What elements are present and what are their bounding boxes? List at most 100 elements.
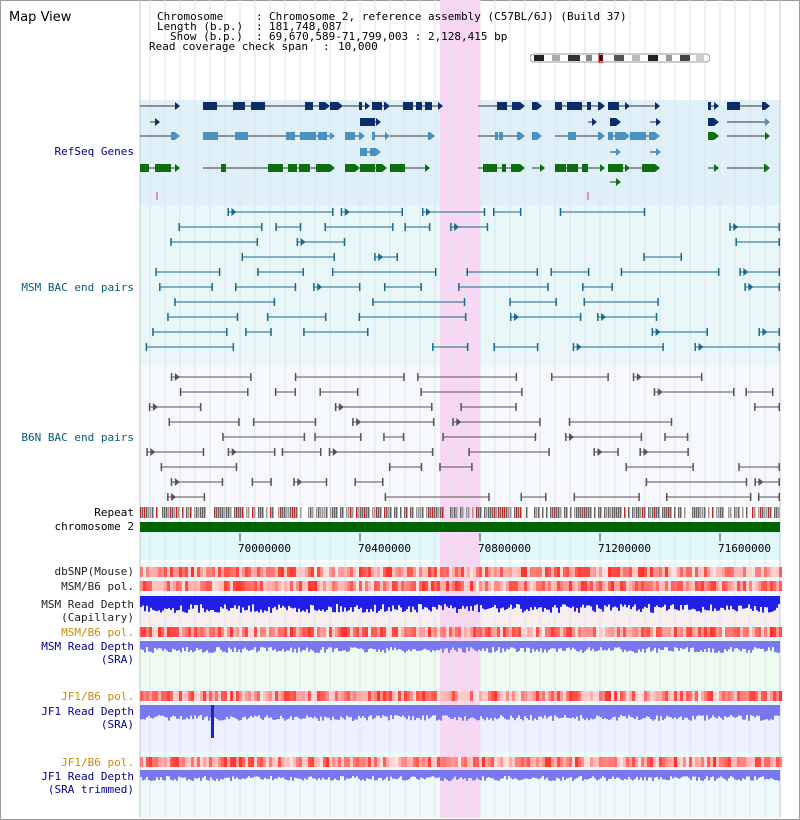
repeat-mark — [390, 507, 392, 518]
jf1-b6-pol-heat-cell — [593, 757, 596, 767]
jf1-sra-depth-bar — [148, 705, 150, 716]
msm-b6-pol-heat-cell — [149, 581, 152, 591]
msm-sra-depth-bar — [566, 641, 568, 649]
jf1-b6-pol-heat-cell — [269, 691, 272, 701]
strand-arrow — [430, 132, 435, 140]
msm-b6-pol-heat-cell — [611, 627, 614, 637]
strand-arrow — [537, 102, 542, 110]
jf1-b6-pol-heat-cell — [680, 757, 683, 767]
track-label-dbsnp[interactable]: dbSNP(Mouse) — [54, 565, 134, 578]
jf1-sra-depth-bar — [416, 705, 418, 718]
track-label-jf1-read-depth-trimmed[interactable]: JF1 Read Depth — [41, 770, 134, 783]
track-label-msm-b6-pol-2[interactable]: MSM/B6 pol. — [61, 626, 134, 639]
jf1-sra-depth-bar — [600, 705, 602, 718]
jf1-trimmed-depth-bar — [766, 770, 768, 779]
b6n-bac-pair-end — [452, 418, 454, 426]
msm-sra-depth-bar — [742, 641, 744, 649]
msm-bac-pair-end — [392, 223, 394, 231]
msm-b6-pol-heat-cell — [437, 581, 440, 591]
repeat-mark — [364, 507, 366, 518]
jf1-trimmed-depth-bar — [444, 770, 446, 779]
repeat-mark — [164, 507, 166, 518]
jf1-sra-depth-bar — [258, 705, 260, 716]
track-label-chromosome[interactable]: chromosome 2 — [54, 520, 134, 533]
jf1-trimmed-depth-bar — [538, 770, 540, 780]
track-label-msm-bac-end-pairs[interactable]: MSM BAC end pairs — [21, 281, 134, 294]
msm-b6-pol-heat-cell — [650, 627, 653, 637]
track-label-jf1-b6-pol[interactable]: JF1/B6 pol. — [61, 690, 134, 703]
jf1-trimmed-depth-bar — [486, 770, 488, 778]
gene-exon — [221, 164, 226, 172]
track-label-repeat[interactable]: Repeat — [94, 506, 134, 519]
b6n-bac-pair-end — [771, 388, 774, 396]
msm-sra-depth-bar — [630, 641, 632, 651]
msm-capillary-depth-bar — [402, 596, 404, 613]
jf1-b6-pol-heat-cell — [740, 691, 743, 701]
msm-b6-pol-heat-cell — [167, 627, 170, 637]
msm-capillary-depth-bar — [348, 596, 350, 611]
dbsnp-heat-cell — [476, 567, 479, 577]
jf1-b6-pol-heat-cell — [161, 757, 164, 767]
track-label-b6n-bac-end-pairs[interactable]: B6N BAC end pairs — [21, 431, 134, 444]
jf1-sra-depth-bar — [608, 705, 610, 720]
jf1-b6-pol-heat-cell — [653, 757, 656, 767]
msm-b6-pol-heat-cell — [173, 627, 176, 637]
msm-capillary-depth-bar — [502, 596, 504, 608]
strand-arrow — [355, 164, 360, 172]
track-label-msm-b6-pol[interactable]: MSM/B6 pol. — [61, 580, 134, 593]
jf1-sra-depth-bar — [602, 705, 604, 720]
msm-b6-pol-heat-cell — [587, 581, 590, 591]
msm-sra-depth-bar — [362, 641, 364, 650]
jf1-trimmed-depth-bar — [190, 770, 192, 781]
msm-b6-pol-heat-cell — [362, 581, 365, 591]
b6n-bac-pair-end — [420, 388, 422, 396]
dbsnp-heat-cell — [200, 567, 203, 577]
jf1-trimmed-depth-bar — [680, 770, 682, 778]
jf1-trimmed-depth-bar — [730, 770, 732, 777]
track-label-msm-read-depth-capillary[interactable]: MSM Read Depth — [41, 598, 134, 611]
msm-b6-pol-heat-cell — [224, 627, 227, 637]
jf1-sra-depth-bar — [626, 705, 628, 719]
jf1-b6-pol-heat-cell — [368, 757, 371, 767]
msm-bac-pair-end — [421, 208, 424, 216]
repeat-mark — [752, 507, 754, 518]
jf1-b6-pol-heat-cell — [551, 757, 554, 767]
repeat-mark — [404, 507, 406, 518]
dbsnp-heat-cell — [533, 567, 536, 577]
msm-capillary-depth-bar — [168, 596, 170, 609]
chromosome-ideogram[interactable] — [529, 52, 711, 64]
track-label-msm-read-depth-sra[interactable]: MSM Read Depth — [41, 640, 134, 653]
msm-sra-depth-bar — [456, 641, 458, 652]
jf1-sra-depth-bar — [244, 705, 246, 717]
msm-capillary-depth-bar — [638, 596, 640, 610]
msm-sra-depth-bar — [324, 641, 326, 653]
repeat-mark — [654, 507, 656, 518]
dbsnp-heat-cell — [740, 567, 743, 577]
jf1-trimmed-depth-bar — [176, 770, 178, 781]
track-label-refseq-genes[interactable]: RefSeq Genes — [54, 145, 134, 158]
b6n-bac-pair-end — [294, 388, 297, 396]
jf1-trimmed-depth-bar — [368, 770, 370, 779]
strand-arrow — [625, 132, 630, 140]
track-label-jf1-read-depth-sra[interactable]: JF1 Read Depth — [41, 705, 134, 718]
msm-capillary-depth-bar — [170, 596, 172, 610]
msm-sra-depth-bar — [558, 641, 560, 649]
repeat-mark — [266, 507, 268, 518]
jf1-trimmed-depth-bar — [764, 770, 766, 780]
track-label-jf1-b6-pol-2[interactable]: JF1/B6 pol. — [61, 756, 134, 769]
jf1-trimmed-depth-bar — [150, 770, 152, 781]
b6n-bac-pair-end — [432, 418, 435, 426]
jf1-trimmed-depth-bar — [548, 770, 550, 781]
msm-b6-pol-heat-cell — [194, 581, 197, 591]
msm-b6-pol-heat-cell — [443, 581, 446, 591]
jf1-trimmed-depth-bar — [678, 770, 680, 779]
jf1-trimmed-depth-bar — [620, 770, 622, 780]
msm-capillary-depth-bar — [450, 596, 452, 606]
b6n-bac-pair-end — [388, 463, 391, 471]
jf1-b6-pol-heat-cell — [476, 691, 479, 701]
b6n-bac-pair-end — [534, 433, 537, 441]
msm-b6-pol-heat-cell — [593, 581, 596, 591]
msm-b6-pol-heat-cell — [260, 627, 263, 637]
msm-capillary-depth-bar — [724, 596, 726, 610]
jf1-sra-depth-bar — [542, 705, 544, 719]
